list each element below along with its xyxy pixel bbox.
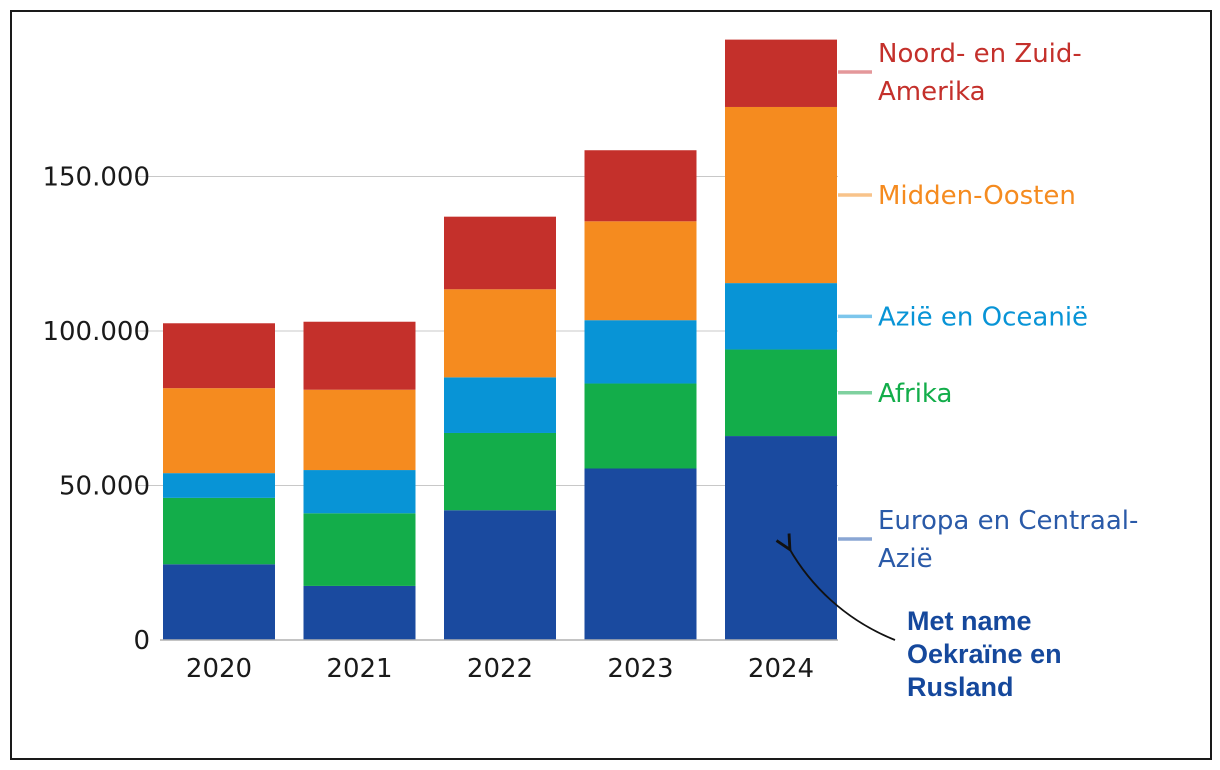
- legend-label-europa-en-centraal-azie: Europa en Centraal-: [878, 506, 1138, 536]
- bar-2020-azie-en-oceanie: [163, 473, 275, 498]
- bar-2020-afrika: [163, 497, 275, 565]
- legend-label-azie-en-oceanie: Azië en Oceanië: [878, 302, 1088, 332]
- y-tick-label: 0: [133, 626, 150, 656]
- bar-2023-midden-oosten: [584, 221, 697, 321]
- legend: Noord- en Zuid- Amerika Midden-Oosten Azië …: [838, 39, 1138, 574]
- chart-frame: [10, 10, 1212, 760]
- bar-2023-azie-en-oceanie: [584, 320, 697, 384]
- bar-2020-europa-en-centraal-azie: [163, 564, 275, 640]
- bar-2023-europa-en-centraal-azie: [584, 468, 697, 640]
- legend-label-europa-en-centraal-azie: Azië: [878, 544, 933, 574]
- legend-label-noord-en-zuid-amerika: Noord- en Zuid-: [878, 39, 1082, 69]
- bar-2021-azie-en-oceanie: [303, 470, 416, 514]
- bar-2021-europa-en-centraal-azie: [303, 585, 416, 640]
- legend-label-afrika: Afrika: [878, 379, 952, 409]
- bar-2022-noord-en-zuid-amerika: [444, 216, 556, 290]
- bar-2024-azie-en-oceanie: [725, 283, 837, 350]
- bar-2024-noord-en-zuid-amerika: [725, 39, 837, 107]
- bar-2020-noord-en-zuid-amerika: [163, 323, 275, 389]
- bar-2022-azie-en-oceanie: [444, 377, 556, 433]
- annotation-text: Oekraïne en: [907, 639, 1062, 669]
- bar-2022-afrika: [444, 432, 556, 511]
- x-tick-label: 2023: [607, 654, 673, 684]
- x-tick-label: 2024: [748, 654, 814, 684]
- legend-label-noord-en-zuid-amerika: Amerika: [878, 77, 986, 107]
- bar-2024-midden-oosten: [725, 106, 837, 284]
- x-axis: 2020 2021 2022 2023 2024: [160, 639, 838, 684]
- annotation-arrow: [789, 548, 896, 641]
- bar-2024-europa-en-centraal-azie: [725, 436, 837, 640]
- y-tick-label: 100.000: [42, 317, 150, 347]
- bar-2021-noord-en-zuid-amerika: [303, 321, 416, 390]
- y-tick-label: 50.000: [59, 472, 150, 502]
- bars: [163, 39, 837, 640]
- y-tick-label: 150.000: [42, 163, 150, 193]
- legend-label-midden-oosten: Midden-Oosten: [878, 181, 1076, 211]
- bar-2021-afrika: [303, 513, 416, 586]
- y-axis: 0 50.000 100.000 150.000: [42, 163, 150, 657]
- bar-2020-midden-oosten: [163, 388, 275, 474]
- bar-2023-afrika: [584, 383, 697, 469]
- bar-2021-midden-oosten: [303, 389, 416, 471]
- bar-2024-afrika: [725, 349, 837, 437]
- annotation-text: Rusland: [907, 672, 1014, 702]
- x-tick-label: 2022: [467, 654, 533, 684]
- bar-2022-europa-en-centraal-azie: [444, 510, 556, 640]
- x-tick-label: 2020: [186, 654, 252, 684]
- bar-2022-midden-oosten: [444, 289, 556, 378]
- annotation-text: Met name: [907, 606, 1032, 636]
- x-tick-label: 2021: [326, 654, 392, 684]
- bar-2023-noord-en-zuid-amerika: [584, 150, 697, 222]
